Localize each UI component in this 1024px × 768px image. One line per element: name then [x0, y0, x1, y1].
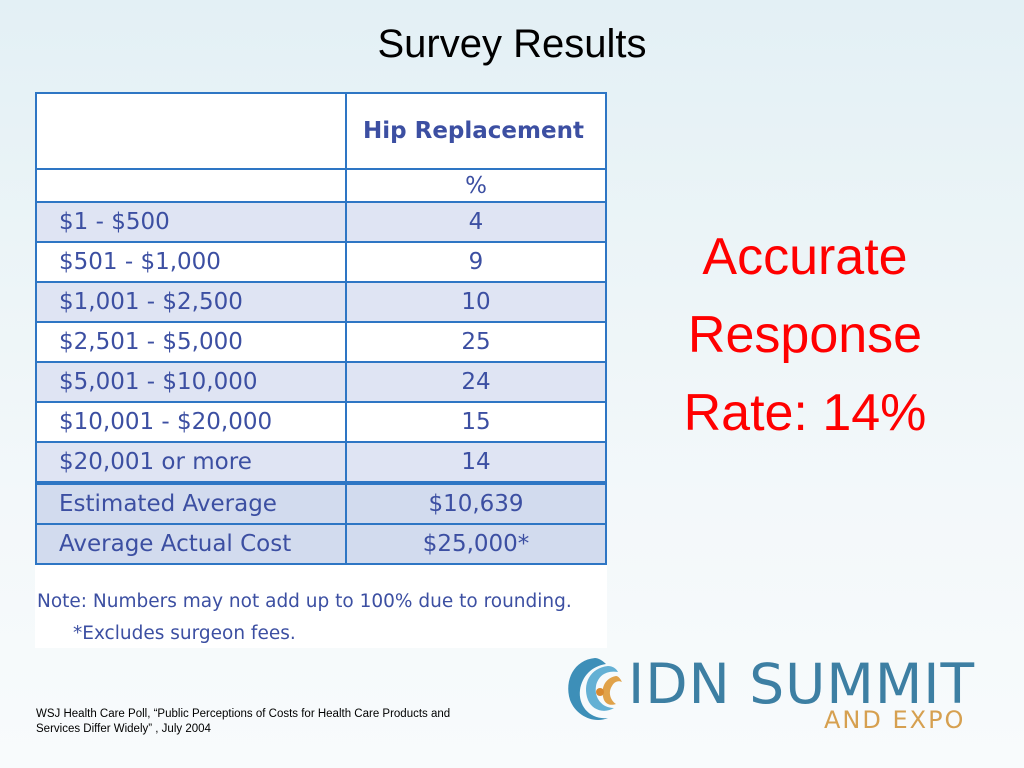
source-citation: WSJ Health Care Poll, “Public Perception… [36, 707, 516, 737]
percent-value: 24 [345, 361, 607, 403]
cost-range-label: $2,501 - $5,000 [35, 321, 347, 363]
table-row: $2,501 - $5,000 25 [35, 321, 607, 363]
table-note: Note: Numbers may not add up to 100% due… [37, 586, 605, 650]
table-row: $1,001 - $2,500 10 [35, 281, 607, 323]
logo-subtitle: AND EXPO [824, 706, 966, 734]
cost-range-label: $20,001 or more [35, 441, 347, 484]
summary-row-estimated-average: Estimated Average $10,639 [35, 481, 607, 525]
percent-value: 25 [345, 321, 607, 363]
note-surgeon-fees: *Excludes surgeon fees. [73, 623, 296, 644]
table-unit-row: % [35, 168, 607, 203]
slide-title: Survey Results [377, 22, 647, 66]
cost-range-label: $501 - $1,000 [35, 241, 347, 283]
table-row: $10,001 - $20,000 15 [35, 401, 607, 443]
callout-line-2: Response [687, 306, 923, 364]
response-rate-callout: Accurate Response Rate: 14% [640, 218, 970, 452]
source-line-1: WSJ Health Care Poll, “Public Perception… [36, 708, 451, 720]
survey-table-card: Hip Replacement % $1 - $500 4 $501 - $1,… [35, 92, 607, 648]
logo-wordmark: IDN SUMMIT [628, 652, 976, 716]
cost-range-label: $5,001 - $10,000 [35, 361, 347, 403]
swirl-logo-icon [568, 658, 622, 720]
cost-range-label: $1 - $500 [35, 201, 347, 243]
unit-empty-cell [35, 168, 347, 203]
summary-row-average-actual-cost: Average Actual Cost $25,000* [35, 523, 607, 565]
idn-summit-logo: IDN SUMMIT AND EXPO [560, 650, 990, 740]
percent-value: 14 [345, 441, 607, 484]
header-empty-cell [35, 92, 347, 170]
table-row: $1 - $500 4 [35, 201, 607, 243]
summary-value: $10,639 [345, 481, 607, 525]
percent-value: 15 [345, 401, 607, 443]
table-row: $501 - $1,000 9 [35, 241, 607, 283]
table-header-row: Hip Replacement [35, 92, 607, 170]
summary-label: Estimated Average [35, 481, 347, 525]
percent-value: 9 [345, 241, 607, 283]
table-row: $5,001 - $10,000 24 [35, 361, 607, 403]
summary-value: $25,000* [345, 523, 607, 565]
callout-line-3: Rate: 14% [683, 384, 927, 442]
column-header-hip-replacement: Hip Replacement [345, 92, 607, 170]
unit-percent-cell: % [345, 168, 607, 203]
table-row: $20,001 or more 14 [35, 441, 607, 484]
cost-range-label: $10,001 - $20,000 [35, 401, 347, 443]
note-rounding: Note: Numbers may not add up to 100% due… [37, 591, 572, 612]
percent-value: 10 [345, 281, 607, 323]
percent-value: 4 [345, 201, 607, 243]
source-line-2: Services Differ Widely” , July 2004 [36, 723, 211, 735]
summary-label: Average Actual Cost [35, 523, 347, 565]
survey-table: Hip Replacement % $1 - $500 4 $501 - $1,… [35, 92, 607, 565]
cost-range-label: $1,001 - $2,500 [35, 281, 347, 323]
callout-line-1: Accurate [702, 228, 908, 286]
